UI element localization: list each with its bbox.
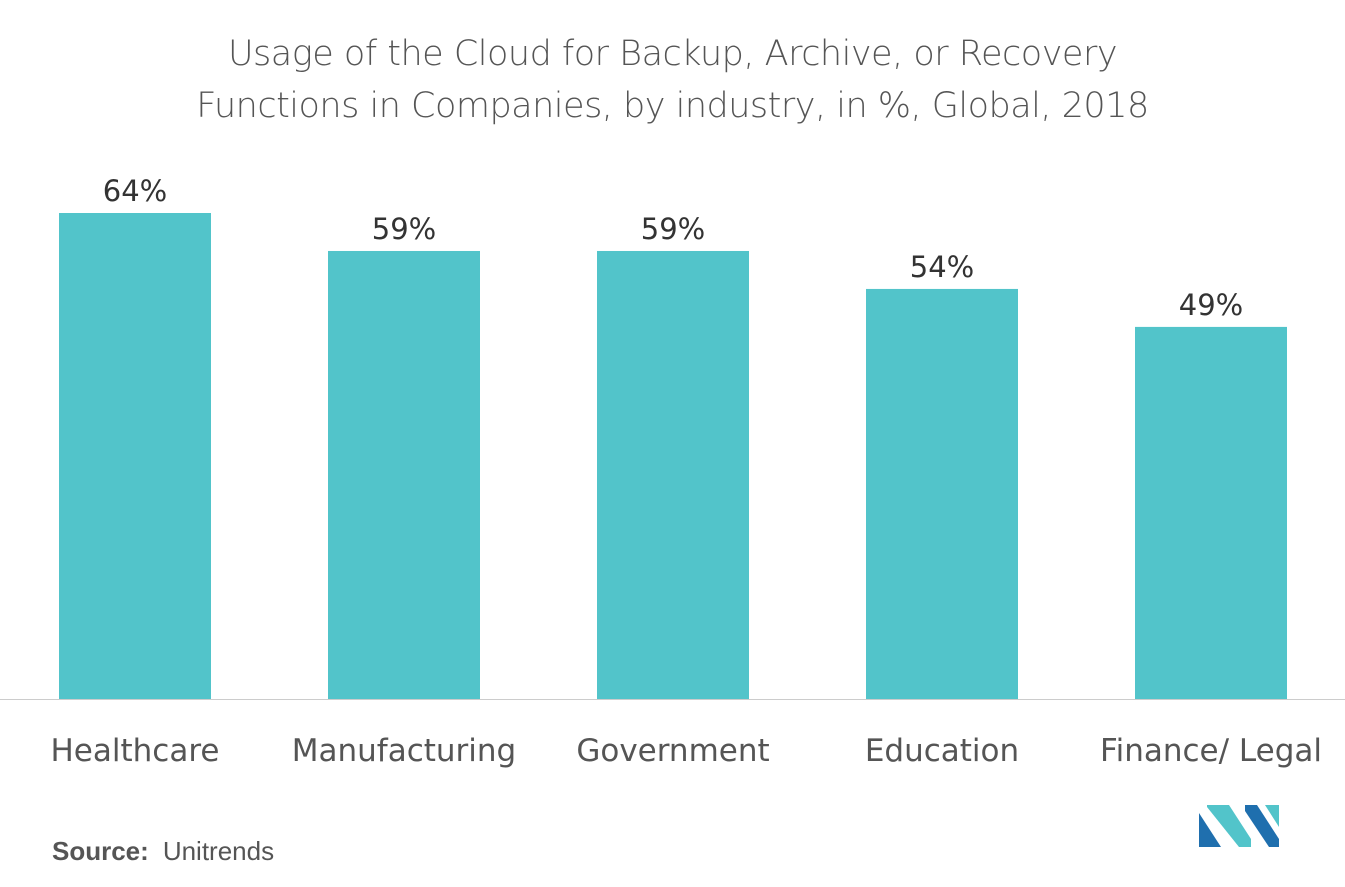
- bar-education: [866, 288, 1018, 699]
- source-label: Source:: [52, 836, 149, 866]
- logo-left-shape: [1199, 813, 1221, 847]
- bar-government: [597, 250, 749, 699]
- x-tick-label: Education: [865, 733, 1019, 769]
- source-text: Unitrends: [162, 836, 275, 866]
- source-note: Source: Unitrends: [52, 836, 274, 867]
- data-label: 59%: [641, 212, 705, 246]
- x-tick-label: Government: [576, 733, 769, 769]
- bar-finance-legal: [1135, 326, 1287, 699]
- logo-right-edge-shape: [1265, 805, 1279, 827]
- chart-title-line-1: Usage of the Cloud for Backup, Archive, …: [227, 34, 1118, 74]
- chart-title-line-2: Functions in Companies, by industry, in …: [196, 86, 1149, 126]
- logo-right-shape: [1245, 805, 1279, 847]
- x-tick-label: Healthcare: [51, 733, 220, 769]
- chart-title: Usage of the Cloud for Backup, Archive, …: [0, 28, 1345, 132]
- mordor-intelligence-logo-icon: [1199, 805, 1279, 847]
- data-label: 49%: [1179, 288, 1243, 322]
- logo-mid-shape: [1207, 805, 1251, 847]
- x-tick-label: Finance/ Legal: [1100, 733, 1322, 769]
- x-tick-label: Manufacturing: [292, 733, 516, 769]
- data-label: 54%: [910, 250, 974, 284]
- bar-manufacturing: [328, 250, 480, 699]
- data-label: 64%: [103, 174, 167, 208]
- data-label: 59%: [372, 212, 436, 246]
- bar-healthcare: [59, 213, 211, 699]
